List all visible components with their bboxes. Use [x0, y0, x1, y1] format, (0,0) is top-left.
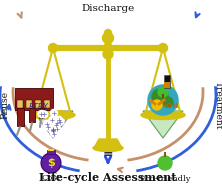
Circle shape	[148, 85, 178, 115]
Circle shape	[50, 127, 56, 134]
Circle shape	[105, 29, 111, 36]
Text: Discharge: Discharge	[81, 4, 135, 13]
Ellipse shape	[31, 111, 75, 119]
Circle shape	[50, 126, 56, 133]
Circle shape	[152, 89, 168, 105]
Text: $: $	[47, 158, 55, 168]
Bar	[44, 100, 50, 108]
Circle shape	[103, 33, 113, 43]
Text: BTEX: BTEX	[29, 104, 49, 112]
Bar	[17, 108, 24, 126]
Ellipse shape	[93, 145, 123, 152]
Circle shape	[103, 49, 113, 59]
Bar	[47, 150, 55, 154]
Text: Treatment: Treatment	[214, 81, 222, 129]
Circle shape	[55, 116, 62, 123]
Circle shape	[50, 126, 57, 133]
Text: =: =	[103, 149, 113, 161]
Circle shape	[52, 122, 59, 129]
Circle shape	[163, 97, 173, 107]
Circle shape	[53, 120, 60, 127]
Text: •OH: •OH	[163, 103, 179, 109]
Bar	[39, 108, 44, 118]
Bar	[26, 100, 32, 108]
Text: Eco-friendly: Eco-friendly	[139, 175, 191, 183]
Circle shape	[44, 123, 52, 130]
Circle shape	[51, 130, 58, 137]
Bar	[15, 88, 53, 110]
Bar	[48, 149, 54, 151]
Circle shape	[41, 111, 48, 118]
Text: Life-cycle Assessment: Life-cycle Assessment	[39, 172, 177, 183]
Bar	[164, 75, 170, 88]
Polygon shape	[94, 139, 122, 148]
Circle shape	[158, 156, 172, 170]
Circle shape	[57, 118, 64, 125]
Circle shape	[158, 87, 168, 97]
Circle shape	[53, 125, 60, 132]
Circle shape	[38, 110, 45, 117]
Text: Reuse: Reuse	[0, 91, 10, 119]
Circle shape	[48, 43, 57, 53]
Circle shape	[43, 120, 50, 127]
Polygon shape	[33, 111, 73, 138]
Bar	[29, 108, 35, 122]
Polygon shape	[143, 111, 183, 138]
Bar	[164, 82, 170, 88]
Circle shape	[159, 43, 168, 53]
Circle shape	[41, 153, 61, 173]
Circle shape	[49, 116, 56, 123]
Bar	[35, 100, 41, 108]
Bar	[17, 100, 23, 108]
Ellipse shape	[141, 111, 185, 119]
Text: Cost: Cost	[42, 174, 61, 182]
Circle shape	[105, 43, 111, 50]
Circle shape	[50, 109, 57, 116]
Circle shape	[49, 127, 56, 134]
Circle shape	[152, 100, 162, 110]
